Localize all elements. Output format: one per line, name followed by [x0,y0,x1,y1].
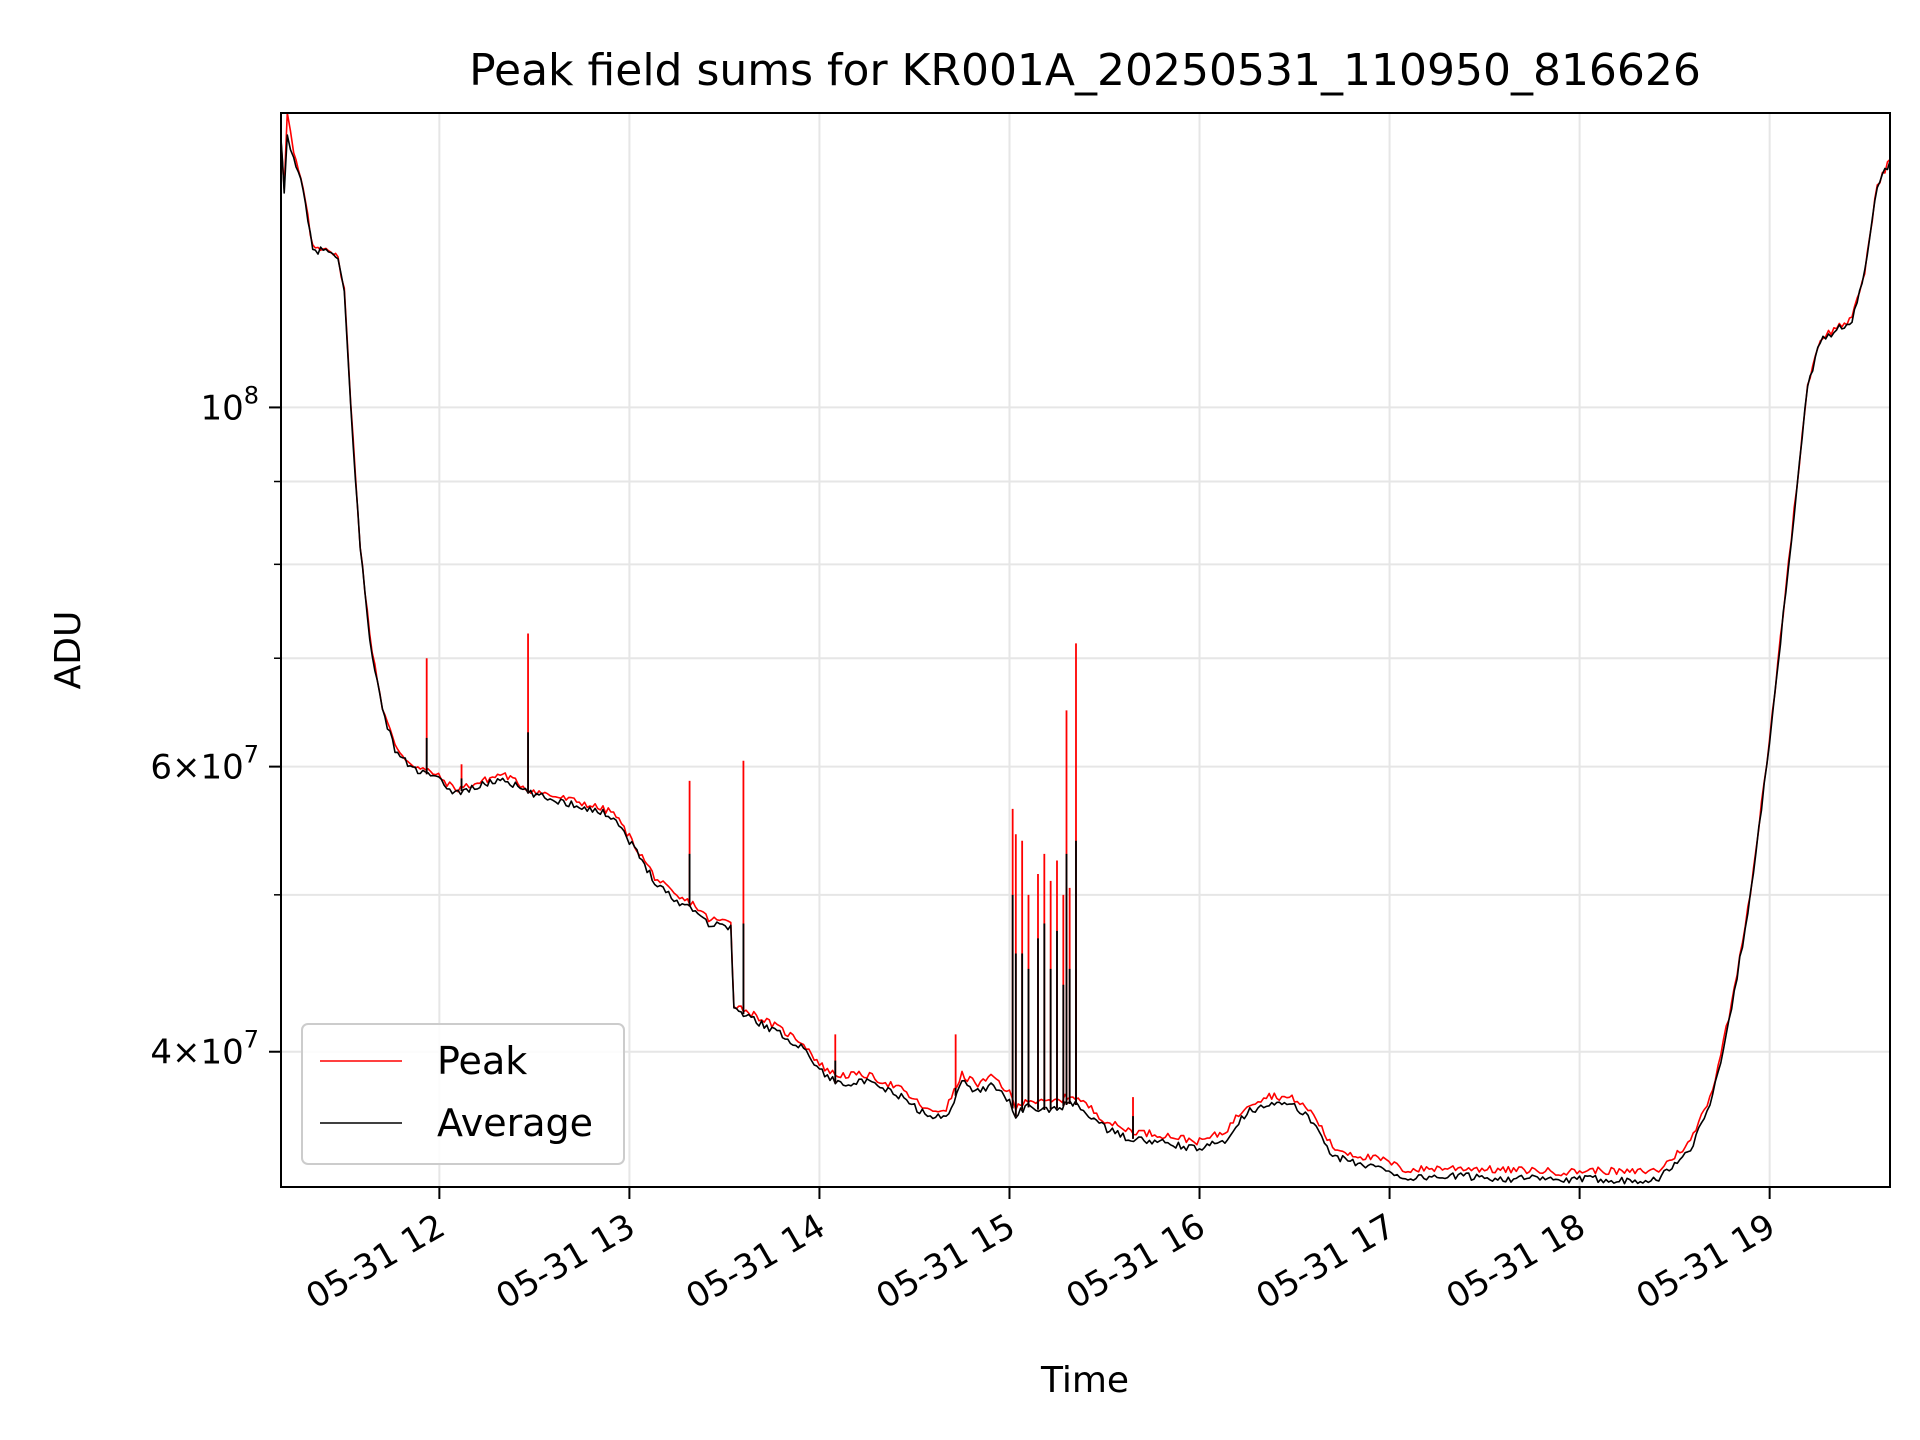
y-tick-label: 6×107 [150,741,259,788]
legend-box [301,1023,625,1165]
x-tick-label: 05-31 13 [490,1206,642,1317]
x-axis: 05-31 12 05-31 13 05-31 14 05-31 15 05-31 16… [299,1187,1782,1317]
chart-title: Peak field sums for KR001A_20250531_1109… [469,45,1701,96]
x-tick-label: 05-31 16 [1060,1206,1212,1317]
series-line-average [281,134,1890,1185]
y-tick-label: 108 [200,381,259,428]
x-tick-label: 05-31 17 [1250,1206,1402,1317]
y-axis-label: ADU [48,611,89,690]
y-axis: 108 6×107 4×107 [150,381,281,1073]
x-tick-label: 05-31 12 [299,1206,451,1317]
legend: Peak Average [301,1023,625,1165]
x-tick-label: 05-31 19 [1630,1206,1782,1317]
x-tick-label: 05-31 15 [870,1206,1022,1317]
plot-frame [280,112,1891,1188]
legend-average-label: Average [437,1101,593,1145]
series-layer [281,113,1890,1185]
x-axis-label: Time [1040,1360,1129,1401]
x-tick-label: 05-31 14 [680,1206,832,1317]
y-tick-label: 4×107 [150,1026,259,1073]
legend-peak-label: Peak [437,1039,527,1083]
series-line-peak [281,113,1890,1177]
x-tick-label: 05-31 18 [1440,1206,1592,1317]
